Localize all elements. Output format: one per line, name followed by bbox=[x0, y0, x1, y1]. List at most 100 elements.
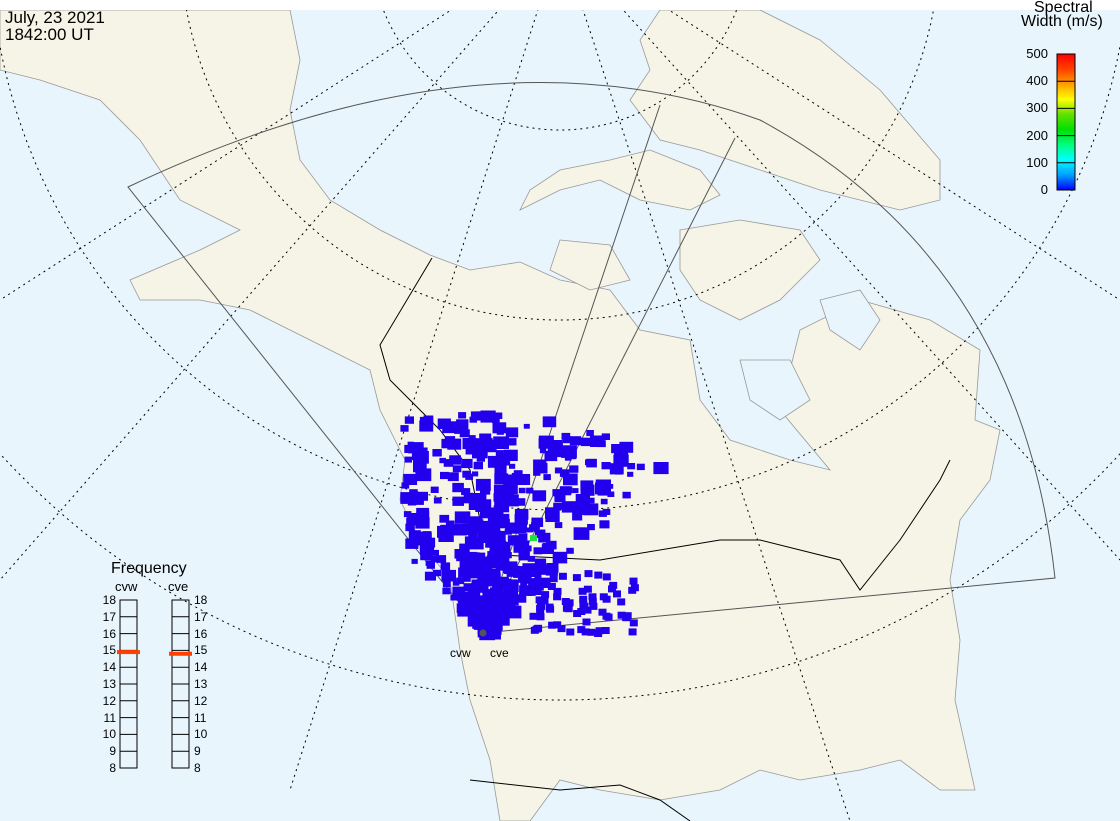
scatter-cell bbox=[486, 556, 502, 569]
scatter-cell bbox=[540, 597, 549, 605]
scatter-cell bbox=[549, 575, 558, 583]
scatter-cell bbox=[505, 427, 519, 438]
scatter-cell bbox=[619, 441, 634, 453]
scatter-cell bbox=[486, 529, 497, 538]
frequency-title: Frequency bbox=[111, 560, 187, 577]
scatter-cell bbox=[581, 628, 590, 636]
scatter-cell bbox=[629, 619, 638, 627]
scatter-cell bbox=[492, 569, 501, 576]
scatter-cell bbox=[533, 459, 547, 471]
scatter-cell bbox=[538, 564, 552, 575]
radar-label-cve: cve bbox=[168, 579, 189, 594]
scatter-cell bbox=[508, 579, 518, 587]
scatter-cell bbox=[473, 461, 483, 470]
scatter-cell bbox=[553, 621, 562, 629]
scatter-cell bbox=[553, 593, 562, 601]
scatter-cell bbox=[609, 581, 618, 589]
scatter-cell bbox=[463, 583, 474, 592]
scatter-cell bbox=[485, 443, 497, 453]
scatter-cell bbox=[407, 441, 414, 447]
scatter-cell bbox=[601, 433, 610, 440]
scatter-cell bbox=[563, 486, 573, 494]
scatter-cell bbox=[602, 573, 611, 581]
scatter-cell bbox=[522, 563, 536, 574]
scatter-cell bbox=[415, 466, 423, 473]
frequency-tick: 14 bbox=[194, 660, 208, 675]
scatter-cell bbox=[494, 412, 503, 419]
scatter-cell bbox=[601, 627, 610, 634]
scatter-cell bbox=[569, 436, 582, 446]
frequency-tick: 10 bbox=[102, 727, 116, 742]
scatter-cell bbox=[411, 558, 418, 564]
scatter-cell bbox=[577, 626, 586, 634]
scatter-cell bbox=[458, 412, 467, 419]
scatter-cell bbox=[476, 455, 485, 462]
scatter-cell bbox=[587, 524, 595, 531]
scatter-cell bbox=[408, 530, 421, 540]
scatter-cell bbox=[546, 563, 559, 573]
scatter-cell bbox=[526, 487, 534, 494]
scatter-cell bbox=[577, 608, 586, 615]
scatter-cell bbox=[463, 492, 473, 501]
scatter-cell bbox=[573, 610, 582, 617]
scatter-cell bbox=[487, 455, 503, 468]
scatter-cell bbox=[580, 484, 595, 496]
scatter-cell bbox=[507, 535, 521, 546]
scatter-cell bbox=[515, 594, 527, 603]
scatter-cell bbox=[534, 529, 546, 538]
colorbar-tick: 500 bbox=[1026, 46, 1048, 61]
scatter-cell bbox=[518, 487, 526, 494]
scatter-cell bbox=[489, 618, 496, 624]
scatter-cell bbox=[479, 524, 490, 534]
scatter-cell bbox=[478, 562, 493, 574]
scatter-cell bbox=[431, 549, 439, 556]
radar-site-marker bbox=[479, 629, 487, 637]
scatter-cell bbox=[553, 587, 562, 595]
scatter-cell bbox=[595, 627, 604, 635]
scatter-cell bbox=[487, 508, 500, 518]
scatter-cell bbox=[468, 532, 478, 540]
scatter-cell bbox=[572, 488, 579, 494]
scatter-cell bbox=[490, 622, 500, 630]
scatter-cell bbox=[514, 514, 528, 525]
scatter-cell bbox=[653, 462, 669, 475]
scatter-cell bbox=[544, 450, 558, 462]
scatter-cell bbox=[403, 511, 412, 518]
scatter-cell bbox=[572, 512, 583, 521]
scatter-cell bbox=[563, 473, 578, 486]
scatter-cell bbox=[465, 473, 473, 480]
scatter-cell bbox=[405, 523, 415, 532]
scatter-cell bbox=[534, 558, 547, 568]
scatter-cell bbox=[594, 571, 603, 579]
scatter-cell bbox=[474, 581, 489, 593]
scatter-cell bbox=[515, 498, 526, 506]
frequency-tick: 13 bbox=[102, 677, 116, 691]
scatter-cell bbox=[440, 524, 454, 536]
scatter-cell bbox=[545, 510, 560, 522]
frequency-tick: 13 bbox=[194, 677, 208, 691]
colorbar-tick: 100 bbox=[1026, 154, 1048, 170]
frequency-marker bbox=[117, 650, 140, 655]
scatter-cell bbox=[518, 533, 528, 541]
scatter-cell bbox=[470, 411, 483, 421]
time-label: 1842:00 UT bbox=[5, 25, 94, 44]
scatter-cell bbox=[490, 587, 498, 594]
scatter-cell bbox=[561, 598, 570, 605]
scatter-cell bbox=[436, 555, 447, 563]
scatter-cell bbox=[598, 608, 607, 616]
scatter-cell bbox=[504, 596, 515, 605]
colorbar-tick: 0 bbox=[1040, 182, 1048, 197]
frequency-tick: 16 bbox=[194, 626, 208, 641]
scatter-cell bbox=[572, 574, 581, 582]
scatter-cell bbox=[467, 519, 484, 533]
scatter-cell bbox=[503, 474, 517, 486]
scatter-cell bbox=[583, 503, 599, 516]
scatter-cell bbox=[405, 538, 419, 549]
borders bbox=[379, 257, 951, 821]
scatter-cell bbox=[487, 626, 495, 632]
scatter-cell bbox=[569, 465, 579, 473]
scatter-cell bbox=[560, 504, 567, 509]
scatter-cell bbox=[475, 478, 491, 491]
frequency-marker bbox=[169, 651, 192, 656]
